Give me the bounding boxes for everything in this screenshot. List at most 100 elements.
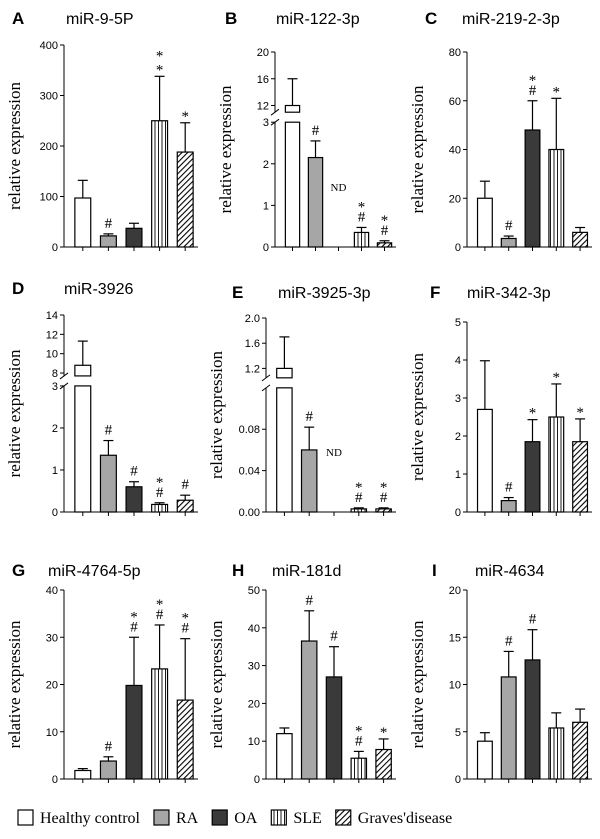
y-tick-label: 0 (52, 774, 58, 786)
bar (524, 129, 541, 248)
y-tick-label: 300 (40, 91, 58, 103)
panel-title: miR-219-2-3p (462, 11, 560, 28)
y-tick-label: 30 (248, 661, 260, 673)
y-tick-label: 400 (40, 40, 58, 52)
bar (99, 235, 117, 248)
y-tick-label: 40 (248, 623, 260, 635)
panel-title: miR-342-3p (467, 285, 551, 302)
y-axis-label: relative expression (408, 353, 427, 481)
y-tick-label: 1 (455, 469, 461, 481)
y-tick-label: 0.00 (239, 507, 260, 519)
bar (300, 640, 318, 780)
nd-label: ND (326, 447, 342, 459)
y-tick-label: 2 (52, 423, 58, 435)
y-tick-label: 20 (257, 47, 269, 59)
sig-hash: # (312, 123, 320, 139)
bar (125, 227, 143, 248)
sig-star: * (181, 109, 189, 125)
axes: 0 1 2 3 4 5 (455, 317, 592, 519)
sig-star: * (358, 199, 366, 215)
sig-star: * (355, 480, 363, 496)
bar (524, 659, 541, 780)
bar (151, 120, 169, 248)
bar (99, 760, 117, 780)
sig-hash: # (105, 739, 113, 755)
sig-star: * (156, 62, 164, 78)
y-axis-label: relative expression (5, 349, 24, 477)
bar (125, 486, 143, 513)
bar (476, 197, 493, 248)
y-tick-label: 0 (263, 242, 269, 254)
bar (74, 769, 92, 780)
legend-item: SLE (270, 809, 322, 827)
sig-hash: # (156, 485, 164, 501)
y-tick-label: 100 (40, 192, 58, 204)
sig-hash: # (156, 607, 164, 623)
bar (300, 449, 318, 513)
y-tick-label: 3 (455, 393, 461, 405)
y-tick-label: 10 (248, 736, 260, 748)
bar (572, 441, 589, 513)
y-tick-label: 1 (263, 200, 269, 212)
y-tick-label: 50 (248, 585, 260, 597)
nd-label: ND (331, 182, 347, 194)
y-tick-label: 0 (455, 507, 461, 519)
sig-star: * (381, 213, 389, 229)
y-tick-label: 15 (449, 632, 461, 644)
y-tick-label: 5 (455, 727, 461, 739)
y-tick-label: 3 (52, 381, 58, 393)
y-axis-label: relative expression (207, 351, 226, 479)
legend-label: OA (234, 810, 258, 827)
sig-hash: # (505, 218, 513, 234)
y-tick-label: 30 (46, 632, 58, 644)
bar (548, 148, 565, 248)
legend-label: RA (176, 810, 199, 827)
axes: 0 10 20 30 40 (46, 585, 198, 786)
bar (350, 508, 368, 513)
sig-star: * (181, 611, 189, 627)
axis-break (261, 384, 271, 392)
bar (353, 231, 370, 248)
bar (500, 676, 517, 780)
bar (548, 416, 565, 513)
bar (125, 684, 143, 780)
bar (572, 231, 589, 248)
panel-title: miR-9-5P (66, 11, 134, 28)
legend-label: Healthy control (40, 810, 141, 827)
bar (307, 156, 324, 248)
sig-hash: # (355, 490, 363, 506)
sig-star: * (156, 48, 164, 64)
y-tick-label: 0 (52, 242, 58, 254)
panel-letter: B (225, 9, 237, 28)
legend-item: OA (211, 809, 258, 827)
bar (376, 242, 393, 248)
legend-item: Healthy control (17, 809, 141, 827)
axes: 0 10 20 30 40 50 (248, 585, 396, 786)
y-tick-label: 10 (46, 349, 58, 361)
panel-letter: H (232, 561, 244, 580)
y-tick-label: 40 (449, 145, 461, 157)
panel-title: miR-181d (272, 563, 341, 580)
legend-label: Graves'disease (358, 810, 452, 827)
y-tick-label: 40 (46, 585, 58, 597)
axis-break (270, 108, 280, 116)
bar (176, 499, 194, 513)
panel-letter: A (12, 9, 24, 28)
y-axis-label: relative expression (408, 85, 427, 213)
bar (476, 740, 493, 780)
bar (375, 508, 392, 513)
axes: 0 100 200 300 400 (40, 40, 198, 254)
y-tick-label: 60 (449, 96, 461, 108)
sig-star: * (553, 84, 561, 100)
sig-hash: # (380, 490, 388, 506)
axis-break (59, 372, 69, 380)
bar (176, 151, 194, 248)
y-tick-label: 1.6 (245, 338, 260, 350)
y-tick-label: 10 (46, 727, 58, 739)
